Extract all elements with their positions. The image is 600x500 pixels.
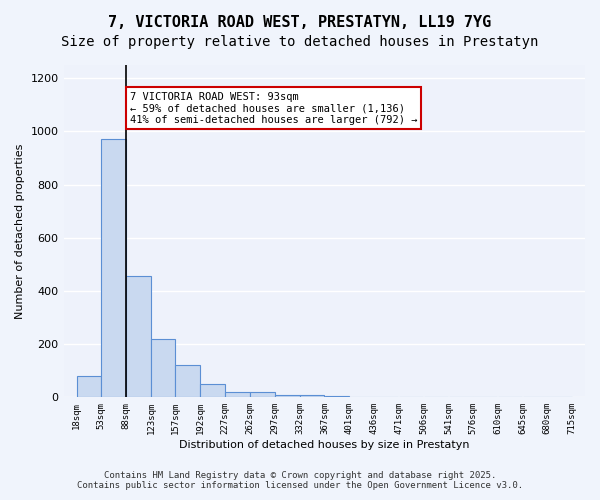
Text: Contains HM Land Registry data © Crown copyright and database right 2025.
Contai: Contains HM Land Registry data © Crown c… <box>77 470 523 490</box>
Bar <box>101 140 126 398</box>
Bar <box>325 396 349 398</box>
Bar <box>349 397 374 398</box>
Bar <box>275 394 299 398</box>
Bar <box>200 384 225 398</box>
Bar <box>151 339 175 398</box>
Text: 7, VICTORIA ROAD WEST, PRESTATYN, LL19 7YG: 7, VICTORIA ROAD WEST, PRESTATYN, LL19 7… <box>109 15 491 30</box>
Bar <box>127 276 151 398</box>
Text: 7 VICTORIA ROAD WEST: 93sqm
← 59% of detached houses are smaller (1,136)
41% of : 7 VICTORIA ROAD WEST: 93sqm ← 59% of det… <box>130 92 417 125</box>
Bar <box>77 376 101 398</box>
X-axis label: Distribution of detached houses by size in Prestatyn: Distribution of detached houses by size … <box>179 440 470 450</box>
Y-axis label: Number of detached properties: Number of detached properties <box>15 144 25 319</box>
Bar <box>250 392 275 398</box>
Bar <box>300 394 325 398</box>
Bar <box>175 366 200 398</box>
Text: Size of property relative to detached houses in Prestatyn: Size of property relative to detached ho… <box>61 35 539 49</box>
Bar <box>225 392 250 398</box>
